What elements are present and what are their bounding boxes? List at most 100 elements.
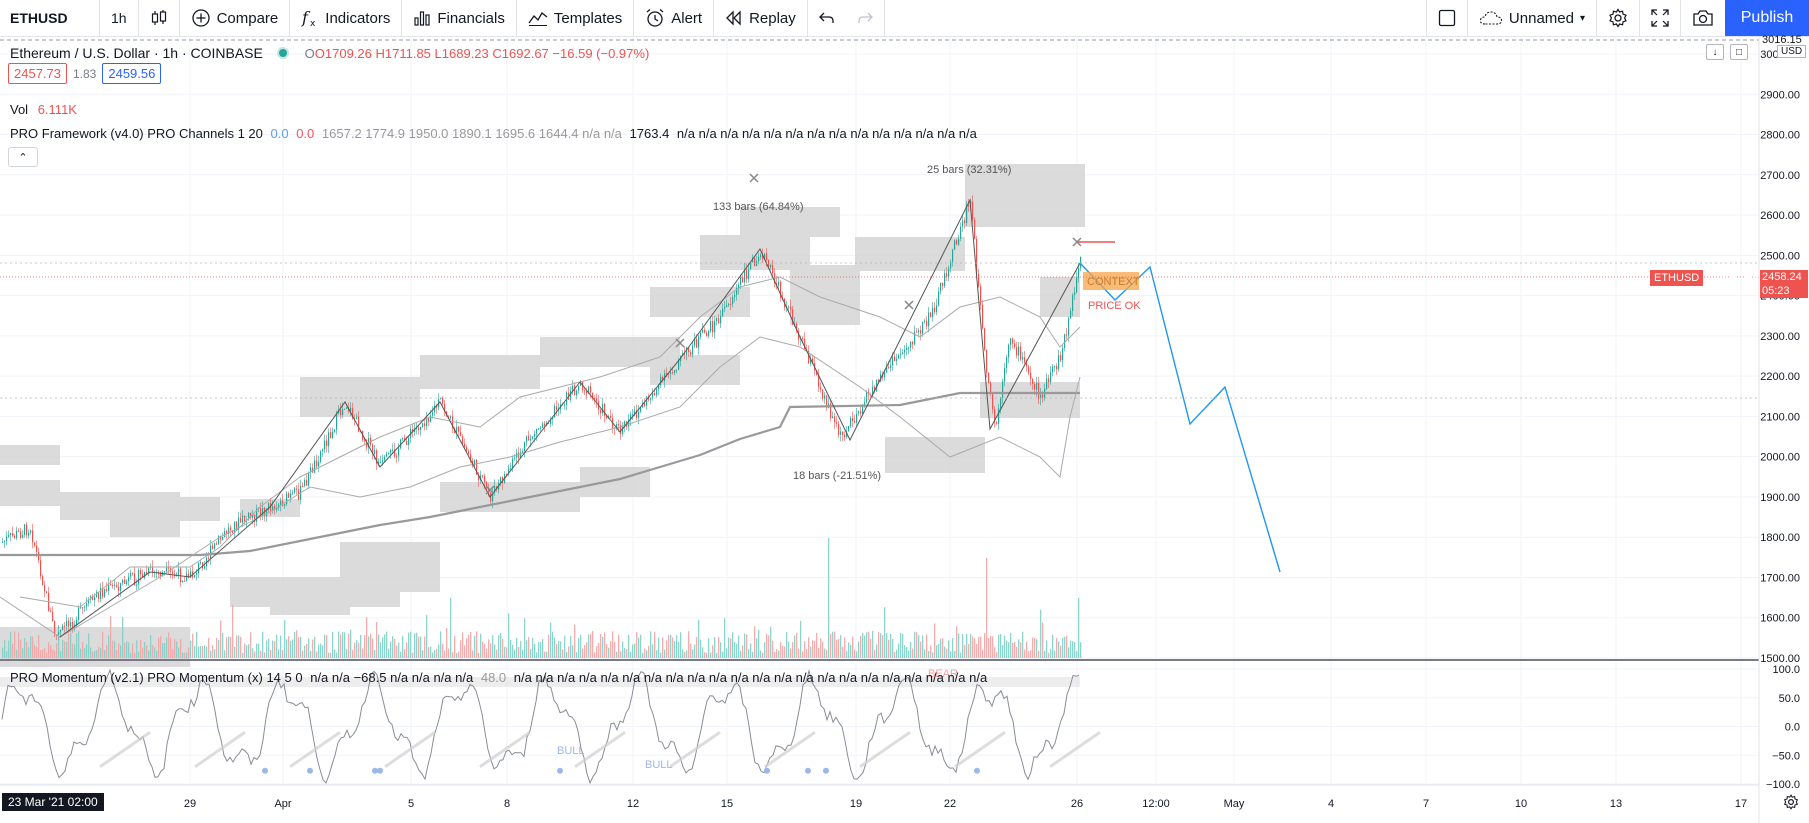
alert-label: Alert [671, 9, 703, 27]
pro-value-1: 0.0 [270, 126, 289, 141]
time-axis-label: 5 [408, 798, 414, 810]
annotation-25-bars: 25 bars (32.31%) [927, 164, 1011, 176]
volume-legend: Vol 6.111K [10, 102, 77, 117]
price-axis-label: 1800.00 [1760, 532, 1800, 544]
price-axis-label: 1600.00 [1760, 613, 1800, 625]
alert-button[interactable]: Alert [634, 0, 715, 36]
snapshot-button[interactable] [1680, 0, 1725, 36]
toolbar-spacer [885, 0, 1426, 36]
sell-price-button[interactable]: 2457.73 [8, 63, 67, 84]
templates-button[interactable]: Templates [517, 0, 635, 36]
time-axis-label: 17 [1735, 798, 1747, 810]
annotation-133-bars: 133 bars (64.84%) [713, 201, 804, 213]
crosshair-date-label: 23 Mar '21 02:00 [2, 793, 104, 811]
legend-open: O1709.26 [314, 46, 372, 61]
time-axis-label: 15 [721, 798, 733, 810]
volume-label: Vol [10, 102, 29, 117]
price-ok-label: PRICE OK [1088, 300, 1141, 312]
cloud-icon [1479, 11, 1503, 25]
bar-countdown: 05:23 [1762, 285, 1790, 297]
indicators-label: Indicators [325, 9, 391, 27]
symbol-label: ETHUSD [10, 10, 68, 26]
financials-button[interactable]: Financials [402, 0, 517, 36]
momentum-label: PRO Momentum (v2.1) PRO Momentum (x) 14 … [10, 670, 303, 685]
chart-settings-button[interactable] [1783, 794, 1799, 815]
last-price-value: 2458.24 [1762, 271, 1802, 283]
buy-price-button[interactable]: 2459.56 [102, 63, 162, 84]
momentum-axis[interactable]: 100.0 50.0 0.0 −50.0 −100.0 [1766, 664, 1800, 791]
momentum-axis-label: 50.0 [1779, 693, 1800, 705]
plus-circle-icon [191, 9, 210, 27]
time-axis-label: May [1224, 798, 1245, 810]
zigzag-structure [59, 198, 1081, 638]
maximize-pane-button[interactable]: □ [1730, 44, 1748, 60]
collapse-legend-button[interactable]: ⌃ [8, 147, 38, 167]
redo-icon [858, 12, 873, 23]
time-axis-label: 26 [1071, 798, 1083, 810]
replay-label: Replay [749, 9, 796, 27]
pro-framework-label: PRO Framework (v4.0) PRO Channels 1 20 [10, 126, 263, 141]
redo-button[interactable] [846, 0, 885, 36]
bear-label: BEAR [928, 668, 958, 680]
time-axis-label: 29 [184, 798, 196, 810]
context-box [1083, 272, 1139, 290]
chart-area[interactable]: 133 bars (64.84%) 25 bars (32.31%) 18 ba… [0, 34, 1809, 823]
currency-badge[interactable]: USD [1777, 45, 1807, 58]
svg-text:f: f [301, 8, 311, 27]
pro-values-tail: n/a n/a n/a n/a n/a n/a n/a n/a n/a n/a … [676, 126, 977, 141]
scroll-down-button[interactable]: ↓ [1706, 44, 1724, 60]
time-axis[interactable]: 29 Apr 5 8 12 15 19 22 26 12:00 May 4 7 10 13 17 [184, 798, 1747, 810]
price-axis-label: 1900.00 [1760, 492, 1800, 504]
time-axis-label: 10 [1515, 798, 1527, 810]
pro-value-bold: 1763.4 [629, 126, 670, 141]
bull-label-1: BULL [557, 745, 585, 757]
symbol-search-button[interactable]: ETHUSD [0, 0, 100, 36]
compare-label: Compare [216, 9, 279, 27]
spread-value: 1.83 [73, 66, 97, 81]
time-axis-label: 7 [1423, 798, 1429, 810]
price-axis-label: 2200.00 [1760, 371, 1800, 383]
gear-icon [1609, 8, 1627, 28]
chart-type-button[interactable] [139, 0, 180, 36]
camera-icon [1693, 10, 1713, 26]
annotation-18-bars: 18 bars (-21.51%) [793, 470, 881, 482]
price-axis-label: 2300.00 [1760, 331, 1800, 343]
price-axis-label: 2700.00 [1760, 170, 1800, 182]
price-axis[interactable]: 3000.002900.002800.002700.002600.002500.… [1760, 49, 1800, 665]
fullscreen-button[interactable] [1639, 0, 1680, 36]
top-toolbar: ETHUSD 1h Compare f x Indicators [0, 0, 1809, 37]
context-label: CONTEXT [1087, 276, 1140, 288]
bar-chart-icon [414, 11, 430, 26]
chart-canvas[interactable]: 133 bars (64.84%) 25 bars (32.31%) 18 ba… [0, 37, 1809, 823]
price-tag-symbol-label: ETHUSD [1650, 270, 1704, 286]
time-axis-label: 8 [504, 798, 510, 810]
time-axis-label: 4 [1328, 798, 1334, 810]
square-icon [1438, 9, 1456, 27]
pro-lower-step [0, 336, 1081, 638]
templates-icon [528, 12, 548, 26]
price-axis-label: 2100.00 [1760, 411, 1800, 423]
interval-button[interactable]: 1h [100, 0, 139, 36]
layout-name-button[interactable]: Unnamed ▾ [1466, 0, 1596, 36]
time-axis-label: 19 [850, 798, 862, 810]
gear-icon [1783, 794, 1799, 810]
main-series-legend: Ethereum / U.S. Dollar · 1h · COINBASE O… [10, 45, 650, 61]
indicators-button[interactable]: f x Indicators [290, 0, 403, 36]
price-axis-label: 1500.00 [1760, 653, 1800, 665]
legend-close: C1692.67 [492, 46, 549, 61]
momentum-axis-label: −100.0 [1766, 779, 1800, 791]
last-price-tag: 2458.24 05:23 [1760, 270, 1808, 298]
settings-button[interactable] [1596, 0, 1639, 36]
replay-button[interactable]: Replay [714, 0, 808, 36]
pro-framework-legend: PRO Framework (v4.0) PRO Channels 1 20 0… [10, 126, 977, 141]
publish-button[interactable]: Publish [1725, 0, 1809, 36]
undo-button[interactable] [808, 0, 846, 36]
price-axis-label: 2500.00 [1760, 250, 1800, 262]
compare-button[interactable]: Compare [180, 0, 291, 36]
bid-ask-panel: 2457.73 1.83 2459.56 [8, 63, 162, 84]
pro-channel-bands [0, 164, 1085, 687]
momentum-oscillator [1, 668, 1101, 785]
time-axis-label: 12:00 [1142, 798, 1170, 810]
toolbar-right-group: Unnamed ▾ Publish [1425, 0, 1809, 36]
select-layout-button[interactable] [1425, 0, 1467, 36]
